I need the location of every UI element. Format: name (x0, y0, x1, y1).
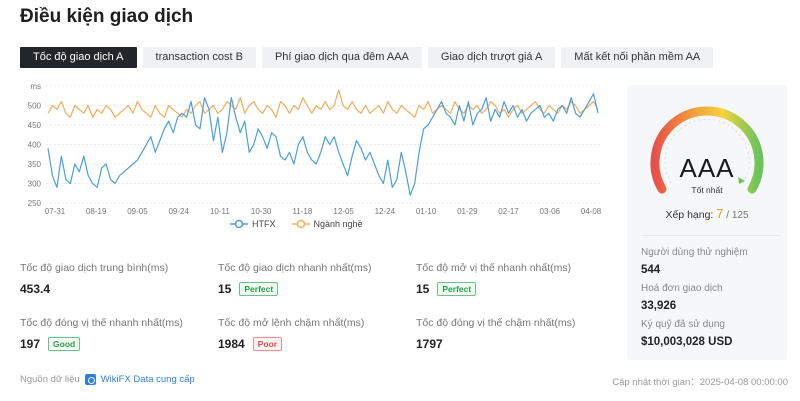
stat-value-row: 1984 Poor (218, 337, 364, 351)
stat-value-row: 453.4 (20, 282, 168, 296)
speed-chart-svg: 250 300 350 400 450 500 ms 07-31 08-19 09-05 09-24… (28, 82, 602, 216)
x-tick-label: 10-30 (251, 207, 272, 216)
tab-trading-speed[interactable]: Tốc độ giao dịch A (20, 47, 137, 68)
x-tick-label: 08-19 (86, 207, 107, 216)
data-source: Nguồn dữ liệu WikiFX Data cung cấp (20, 374, 195, 385)
tab-disconnection[interactable]: Mất kết nối phần mềm AA (561, 47, 714, 68)
stat-value-row: 15 Perfect (416, 282, 571, 296)
series-line-industry (47, 89, 599, 118)
y-tick-label: 250 (28, 199, 42, 208)
y-tick-label: 400 (28, 141, 42, 150)
stat-value: 453.4 (20, 282, 51, 296)
stat-value: 15 (218, 282, 232, 296)
x-tick-label: 01-10 (416, 207, 437, 216)
status-badge: Good (48, 337, 81, 351)
rating-gauge-icon (650, 106, 764, 194)
gauge-pointer-icon (738, 177, 745, 184)
x-tick-label: 07-31 (45, 207, 66, 216)
legend-item-htfx[interactable]: HTFX (230, 219, 276, 229)
x-tick-label: 01-29 (457, 207, 478, 216)
x-tick-label: 03-06 (540, 207, 561, 216)
rank-total: / 125 (723, 210, 749, 221)
x-tick-label: 02-17 (498, 207, 519, 216)
page-title: Điều kiện giao dịch (20, 6, 194, 27)
legend-industry-marker (291, 219, 310, 229)
stat-value-row: 15 Perfect (218, 282, 372, 296)
rank-row: Xếp hạng: 7 / 125 (627, 206, 787, 221)
account-info: Người dùng thử nghiệm 544 Hoá đơn giao d… (641, 235, 781, 348)
status-badge: Perfect (239, 282, 279, 296)
stat-label: Tốc độ đóng vị thế chậm nhất(ms) (416, 317, 576, 329)
rating-panel: AAA Tốt nhất Xếp hạng: 7 / 125 Người dùn… (627, 85, 787, 360)
rating-grade: AAA (679, 153, 735, 183)
stat-value: 1984 (218, 337, 245, 351)
x-tick-label: 10-11 (210, 207, 230, 216)
y-tick-label: ms (30, 82, 41, 91)
legend-htfx-marker (230, 219, 248, 229)
tab-overnight-fee[interactable]: Phí giao dịch qua đêm AAA (261, 47, 422, 68)
stat-fastest-open: Tốc độ mở vị thế nhanh nhất(ms) 15 Perfec… (416, 262, 571, 296)
stat-slowest-open: Tốc độ mở lệnh chậm nhất(ms) 1984 Poor (218, 317, 364, 351)
info-label-test-users: Người dùng thử nghiệm (641, 247, 748, 258)
stat-label: Tốc độ mở vị thế nhanh nhất(ms) (416, 262, 572, 274)
y-tick-label: 450 (28, 121, 42, 130)
wikifx-icon (84, 374, 96, 385)
status-badge: Perfect (437, 282, 477, 296)
stat-value: 1797 (416, 337, 443, 351)
x-tick-label: 09-24 (168, 207, 189, 216)
rank-number: 7 (716, 206, 724, 221)
info-label-orders: Hoá đơn giao dịch (641, 283, 723, 294)
tab-bar: Tốc độ giao dịch A transaction cost B Ph… (20, 47, 714, 68)
stat-value-row: 197 Good (20, 337, 183, 351)
series-line-htfx (47, 93, 599, 196)
data-source-link[interactable]: WikiFX Data cung cấp (100, 374, 195, 385)
tab-slippage[interactable]: Giao dịch trượt giá A (427, 47, 556, 68)
stat-fastest-close: Tốc độ đóng vị thế nhanh nhất(ms) 197 Goo… (20, 317, 183, 351)
y-tick-label: 500 (28, 102, 42, 111)
stat-slowest-close: Tốc độ đóng vị thế chậm nhất(ms) 1797 (416, 317, 575, 351)
stat-label: Tốc độ mở lệnh chậm nhất(ms) (218, 317, 365, 329)
x-tick-label: 09-05 (127, 207, 148, 216)
data-source-label: Nguồn dữ liệu (20, 374, 80, 385)
info-value-orders: 33,926 (641, 300, 677, 312)
status-badge: Poor (252, 337, 283, 351)
info-value-margin: $10,003,028 USD (641, 336, 733, 348)
legend-industry-label: Ngành nghề (313, 219, 363, 229)
stat-label: Tốc độ giao dịch nhanh nhất(ms) (218, 262, 372, 274)
legend-htfx-label: HTFX (252, 219, 276, 229)
y-tick-label: 350 (28, 160, 42, 169)
stat-value: 197 (20, 337, 41, 351)
info-label-margin: Ký quỹ đã sử dụng (641, 319, 725, 330)
legend-item-industry[interactable]: Ngành nghề (291, 219, 363, 229)
rating-grade-label: Tốt nhất (691, 185, 723, 195)
speed-chart: 250 300 350 400 450 500 ms 07-31 08-19 09-05 09-24… (20, 76, 610, 246)
y-tick-label: 300 (28, 180, 42, 189)
rank-label: Xếp hạng: (665, 209, 717, 221)
update-time: Cập nhật thời gian：2025-04-08 00:00:00 (612, 377, 788, 388)
stat-value: 15 (416, 282, 430, 296)
stat-label: Tốc độ giao dịch trung bình(ms) (20, 262, 169, 274)
x-tick-label: 04-08 (581, 207, 602, 216)
x-tick-label: 12-24 (375, 207, 396, 216)
info-value-test-users: 544 (641, 264, 661, 276)
stat-fastest-trade: Tốc độ giao dịch nhanh nhất(ms) 15 Perfec… (218, 262, 372, 296)
stat-avg-speed: Tốc độ giao dịch trung bình(ms) 453.4 (20, 262, 168, 296)
x-tick-label: 12-05 (333, 207, 354, 216)
tab-transaction-cost[interactable]: transaction cost B (142, 47, 256, 68)
stat-value-row: 1797 (416, 337, 575, 351)
stat-label: Tốc độ đóng vị thế nhanh nhất(ms) (20, 317, 183, 329)
x-tick-label: 11-18 (292, 207, 312, 216)
chart-legend: HTFX Ngành nghề (230, 219, 363, 229)
